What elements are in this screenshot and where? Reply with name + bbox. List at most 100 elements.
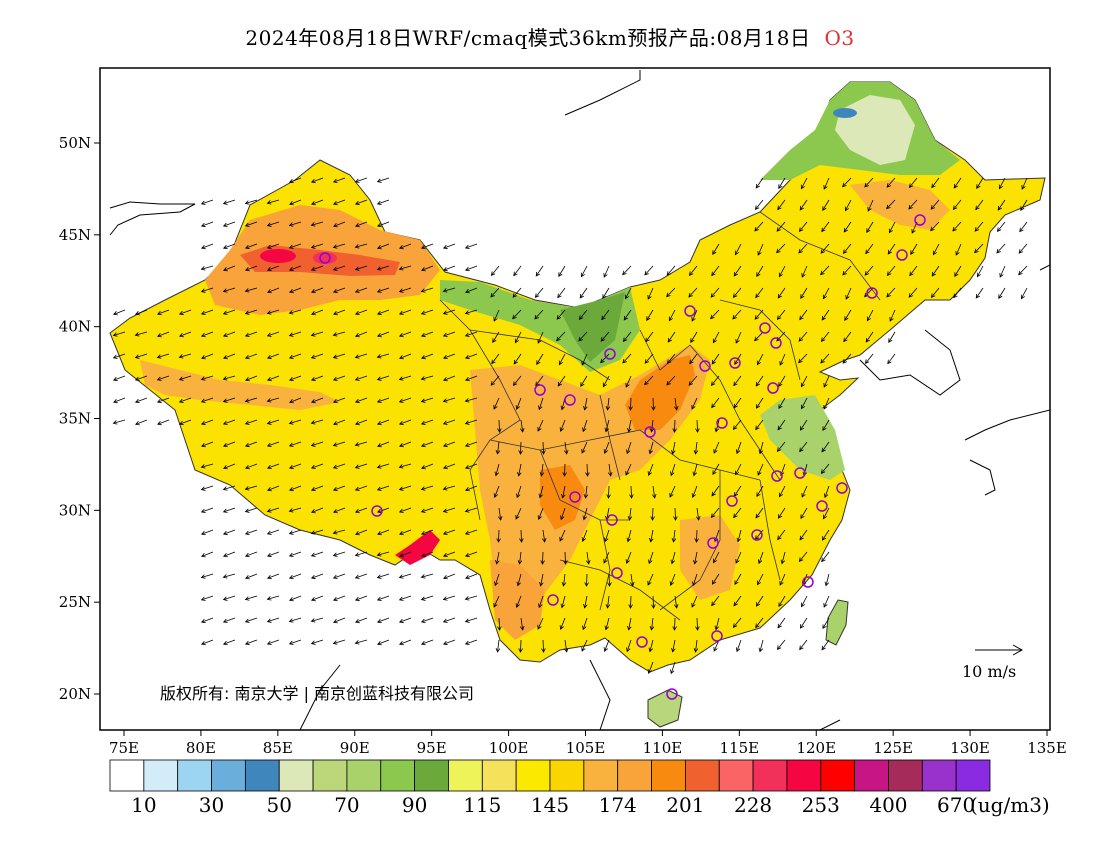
city-marker — [666, 688, 678, 700]
lon-tick-label: 80E — [186, 739, 216, 757]
city-marker — [802, 576, 814, 588]
city-marker — [569, 491, 581, 503]
city-markers — [319, 214, 926, 700]
city-marker — [914, 214, 926, 226]
lon-tick-label: 100E — [489, 739, 529, 757]
city-marker — [816, 500, 828, 512]
legend-swatch — [583, 759, 619, 792]
city-marker — [707, 537, 719, 549]
legend-swatch — [955, 759, 991, 792]
city-marker — [644, 426, 656, 438]
legend-swatch — [481, 759, 517, 792]
wind-vector-field — [112, 177, 1028, 675]
legend-swatch — [651, 759, 686, 792]
legend-swatch — [854, 759, 889, 792]
legend-label: 228 — [734, 793, 772, 817]
legend-swatch — [684, 759, 720, 792]
lon-tick-label: 120E — [796, 739, 836, 757]
legend-swatch — [888, 759, 923, 792]
city-marker — [770, 337, 782, 349]
lon-tick-label: 75E — [109, 739, 139, 757]
lake-blue-patch — [833, 108, 857, 118]
yunnan-high-zone — [490, 560, 545, 640]
copyright-notice: 版权所有: 南京大学 | 南京创蓝科技有限公司 — [160, 684, 475, 703]
legend-label: 253 — [802, 793, 840, 817]
legend-swatch — [177, 759, 212, 792]
city-marker — [604, 348, 616, 360]
legend-swatch — [718, 759, 754, 792]
color-legend: 10 30 50 70 90 115 145 174 201 228 253 400 670 — [109, 759, 991, 817]
lat-tick-label: 25N — [59, 593, 91, 611]
tarim-high-zone — [140, 360, 340, 410]
city-marker — [564, 394, 576, 406]
legend-label: 70 — [334, 793, 359, 817]
city-marker — [759, 322, 771, 334]
legend-swatch — [448, 759, 483, 792]
city-marker — [716, 417, 728, 429]
legend-label: 174 — [599, 793, 637, 817]
lat-tick-label: 50N — [59, 134, 91, 152]
city-marker — [547, 594, 559, 606]
lat-tick-label: 35N — [59, 410, 91, 428]
central-peak-zone — [625, 355, 695, 430]
plot-frame — [99, 67, 1051, 731]
city-marker — [606, 514, 618, 526]
lon-tick-label: 105E — [566, 739, 606, 757]
city-marker — [751, 529, 763, 541]
lon-tick-label: 115E — [720, 739, 760, 757]
turpan-hotspot — [313, 252, 337, 264]
pollutant-label: O3 — [824, 26, 855, 50]
city-marker — [534, 384, 546, 396]
legend-swatch — [244, 759, 280, 792]
province-borders — [439, 211, 881, 621]
legend-swatch — [278, 759, 314, 792]
city-marker — [371, 505, 383, 517]
legend-label: 90 — [402, 793, 427, 817]
legend-label: 670 — [937, 793, 975, 817]
legend-swatch — [414, 759, 449, 792]
legend-label: 50 — [267, 793, 292, 817]
city-marker — [866, 287, 878, 299]
lat-tick-label: 45N — [59, 226, 91, 244]
legend-unit: (ug/m3) — [970, 793, 1050, 817]
map-title: 2024年08月18日WRF/cmaq模式36km预报产品:08月18日 O3 — [0, 22, 1100, 51]
longitude-axis: 75E 80E 85E 90E 95E 100E 105E 110E 115E 120E 125E 1… — [109, 730, 1067, 757]
legend-swatch — [617, 759, 652, 792]
legend-label: 30 — [199, 793, 224, 817]
lon-tick-label: 90E — [340, 739, 370, 757]
legend-label: 145 — [531, 793, 569, 817]
city-marker — [726, 495, 738, 507]
lon-tick-label: 110E — [643, 739, 683, 757]
city-marker — [771, 470, 783, 482]
tibet-hotspot — [395, 530, 440, 565]
city-marker — [319, 252, 331, 264]
legend-swatch — [312, 759, 348, 792]
legend-swatch — [549, 759, 585, 792]
gobi-lower-zone — [560, 292, 625, 362]
lat-tick-label: 20N — [59, 685, 91, 703]
urumqi-hotspot — [260, 249, 296, 263]
city-marker — [684, 305, 696, 317]
lon-tick-label: 125E — [873, 739, 913, 757]
legend-swatch — [380, 759, 416, 792]
legend-swatch — [786, 759, 822, 792]
neighbor-outlines — [109, 70, 1050, 730]
legend-swatch — [346, 759, 382, 792]
lon-tick-label: 95E — [417, 739, 447, 757]
city-marker — [729, 357, 741, 369]
legend-swatch — [820, 759, 856, 792]
legend-swatch — [109, 759, 145, 792]
lon-tick-label: 85E — [263, 739, 293, 757]
wind-reference-label: 10 m/s — [962, 662, 1016, 681]
lon-tick-label: 135E — [1027, 739, 1067, 757]
legend-swatch — [143, 759, 179, 792]
city-marker — [794, 467, 806, 479]
title-text: 2024年08月18日WRF/cmaq模式36km预报产品:08月18日 — [245, 26, 811, 50]
lon-tick-label: 130E — [950, 739, 990, 757]
legend-label: 115 — [463, 793, 501, 817]
legend-label: 400 — [869, 793, 907, 817]
latitude-axis: 20N 25N 30N 35N 40N 45N 50N — [59, 134, 100, 703]
legend-label: 201 — [666, 793, 704, 817]
legend-label: 10 — [131, 793, 156, 817]
